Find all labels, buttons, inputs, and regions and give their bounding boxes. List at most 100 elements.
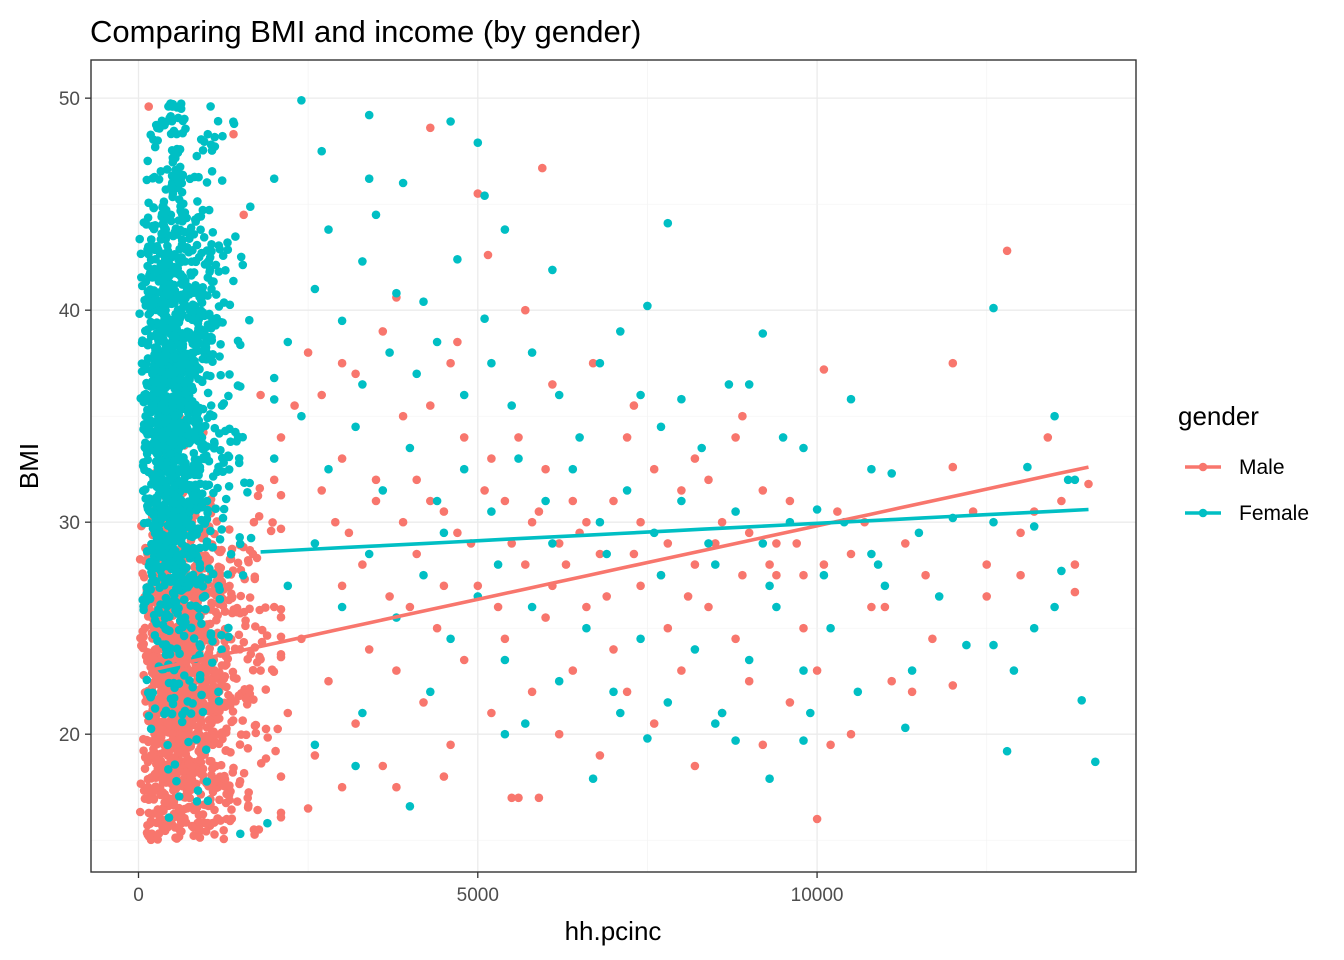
female-point [310, 284, 320, 294]
male-point [538, 163, 547, 173]
male-point [184, 782, 193, 791]
male-point [303, 348, 313, 357]
female-point [218, 251, 228, 260]
female-point [208, 637, 217, 646]
female-point [169, 595, 179, 605]
female-point [154, 175, 164, 184]
female-point [150, 520, 160, 530]
female-point [217, 645, 226, 654]
female-point [176, 428, 185, 438]
female-point [453, 254, 462, 264]
male-point [233, 797, 242, 806]
male-point [154, 717, 163, 727]
female-point [337, 316, 347, 326]
female-point [190, 433, 200, 442]
male-point [677, 486, 686, 495]
female-point [236, 829, 245, 839]
female-point [826, 623, 835, 633]
male-point [225, 525, 234, 534]
male-point [221, 798, 231, 808]
legend-key-point [1198, 462, 1208, 472]
female-point [914, 528, 924, 538]
female-point [206, 140, 216, 149]
female-point [198, 582, 208, 591]
male-point [514, 433, 523, 442]
female-point [153, 494, 162, 504]
male-point [419, 698, 428, 707]
female-point [208, 472, 218, 481]
male-point [251, 720, 261, 730]
female-point [150, 295, 160, 305]
female-point [178, 574, 187, 583]
female-point [168, 370, 178, 379]
female-point [151, 576, 160, 586]
female-point [799, 443, 808, 453]
male-point [263, 733, 273, 742]
female-point [144, 506, 154, 516]
male-point [177, 806, 186, 816]
female-point [731, 736, 740, 745]
male-point [236, 591, 246, 601]
male-point [269, 667, 279, 676]
female-point [446, 117, 455, 126]
female-point [677, 496, 686, 506]
male-point [198, 683, 207, 692]
female-point [246, 202, 255, 211]
male-point [744, 528, 754, 538]
male-point [208, 764, 217, 773]
male-point [799, 570, 808, 580]
female-point [198, 516, 208, 526]
male-point [1043, 433, 1053, 442]
female-point [203, 129, 213, 139]
female-point [351, 761, 360, 771]
male-point [235, 776, 245, 786]
male-point [602, 592, 611, 601]
male-point [1016, 570, 1025, 580]
female-point [873, 560, 883, 569]
female-point [178, 297, 188, 307]
female-point [185, 507, 194, 517]
male-point [412, 549, 422, 559]
male-point [222, 682, 231, 692]
male-point [216, 563, 226, 573]
female-point [196, 225, 205, 234]
female-point [180, 469, 189, 479]
male-point [276, 433, 286, 442]
female-point [351, 422, 360, 432]
female-point [1050, 411, 1059, 421]
female-point [197, 376, 206, 385]
female-point [398, 178, 408, 188]
male-point [175, 825, 184, 835]
male-point [677, 666, 686, 675]
male-point [846, 729, 856, 739]
female-point [160, 709, 169, 719]
male-point [221, 746, 230, 755]
female-point [799, 666, 808, 675]
male-point [446, 358, 455, 368]
male-point [207, 770, 216, 780]
male-point [541, 613, 550, 622]
male-point [261, 754, 271, 763]
female-point [174, 465, 183, 474]
y-tick-label: 30 [59, 513, 80, 534]
male-point [276, 524, 286, 534]
female-point [186, 601, 195, 610]
male-point [144, 832, 154, 841]
female-point [240, 478, 249, 488]
female-point [219, 458, 228, 468]
male-point [283, 708, 293, 718]
female-point [213, 483, 222, 493]
female-point [158, 640, 168, 649]
male-point [232, 603, 242, 613]
female-point [209, 277, 218, 286]
female-point [405, 443, 415, 453]
male-point [217, 728, 227, 737]
male-point [245, 593, 255, 602]
male-point [219, 826, 228, 835]
female-point [1029, 522, 1039, 531]
female-point [147, 235, 156, 244]
female-point [157, 116, 167, 126]
male-point [385, 592, 394, 601]
female-point [149, 438, 158, 448]
female-point [507, 401, 516, 410]
